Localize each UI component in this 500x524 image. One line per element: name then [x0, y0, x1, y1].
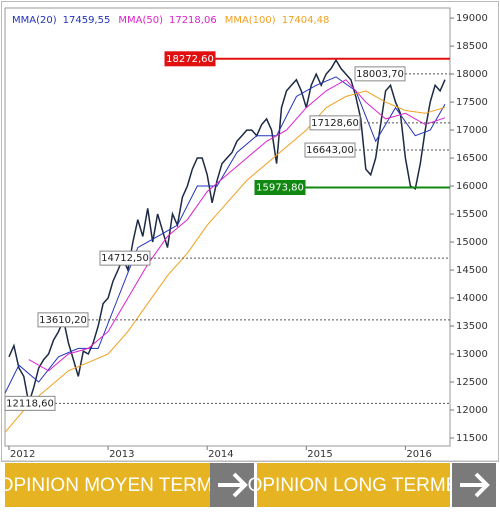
level-label: 16643,00: [306, 145, 354, 156]
level-label-box: [304, 142, 356, 158]
moving-average: [28, 79, 446, 372]
level-label: 12118,60: [6, 398, 54, 409]
legend-value: 17404,48: [282, 15, 330, 26]
y-tick-label: 15000: [456, 237, 488, 248]
y-tick-label: 18000: [456, 69, 488, 80]
level-label-box: [354, 66, 406, 82]
level-label: 18003,70: [356, 69, 404, 80]
arrow-icon[interactable]: [460, 472, 490, 498]
y-tick-label: 16000: [456, 181, 488, 192]
level-label-box: [37, 312, 89, 328]
button-medium[interactable]: OPINION MOYEN TERME: [0, 463, 254, 507]
y-tick-label: 13000: [456, 349, 488, 360]
level-label-box: [254, 180, 306, 196]
x-tick-label: 2015: [307, 449, 332, 460]
button-label[interactable]: OPINION MOYEN TERME: [0, 475, 225, 496]
y-tick-label: 17000: [456, 125, 488, 136]
price-line: [8, 58, 446, 404]
legend-name: MMA(20): [12, 15, 57, 26]
level-label: 13610,20: [39, 315, 87, 326]
y-tick-label: 16500: [456, 153, 488, 164]
y-tick-label: 14000: [456, 293, 488, 304]
level-label-box: [309, 115, 361, 131]
x-tick-label: 2012: [10, 449, 35, 460]
moving-average: [4, 76, 446, 394]
level-label: 17128,60: [311, 118, 359, 129]
y-tick-label: 12000: [456, 405, 488, 416]
x-tick-label: 2013: [109, 449, 134, 460]
y-tick-label: 19000: [456, 13, 488, 24]
level-label-box: [4, 395, 56, 411]
arrow-icon[interactable]: [218, 472, 248, 498]
legend-name: MMA(50): [118, 15, 163, 26]
y-tick-label: 11500: [456, 433, 488, 444]
level-label: 14712,50: [101, 253, 149, 264]
moving-average: [4, 90, 446, 433]
level-label: 18272,60: [166, 54, 214, 65]
y-tick-label: 15500: [456, 209, 488, 220]
legend-value: 17218,06: [169, 15, 217, 26]
y-tick-label: 14500: [456, 265, 488, 276]
x-tick-label: 2014: [208, 449, 233, 460]
x-tick-label: 2016: [406, 449, 431, 460]
legend-name: MMA(100): [225, 15, 276, 26]
legend-value: 17459,55: [63, 15, 111, 26]
button-bg[interactable]: [257, 463, 450, 507]
button-long[interactable]: OPINION LONG TERME: [248, 463, 496, 507]
y-tick-label: 13500: [456, 321, 488, 332]
level-label-box: [99, 250, 151, 266]
y-tick-label: 18500: [456, 41, 488, 52]
button-bg[interactable]: [5, 463, 210, 507]
y-tick-label: 17500: [456, 97, 488, 108]
button-label[interactable]: OPINION LONG TERME: [248, 475, 459, 496]
y-tick-label: 12500: [456, 377, 488, 388]
level-label-box: [164, 51, 216, 67]
level-label: 15973,80: [256, 183, 304, 194]
